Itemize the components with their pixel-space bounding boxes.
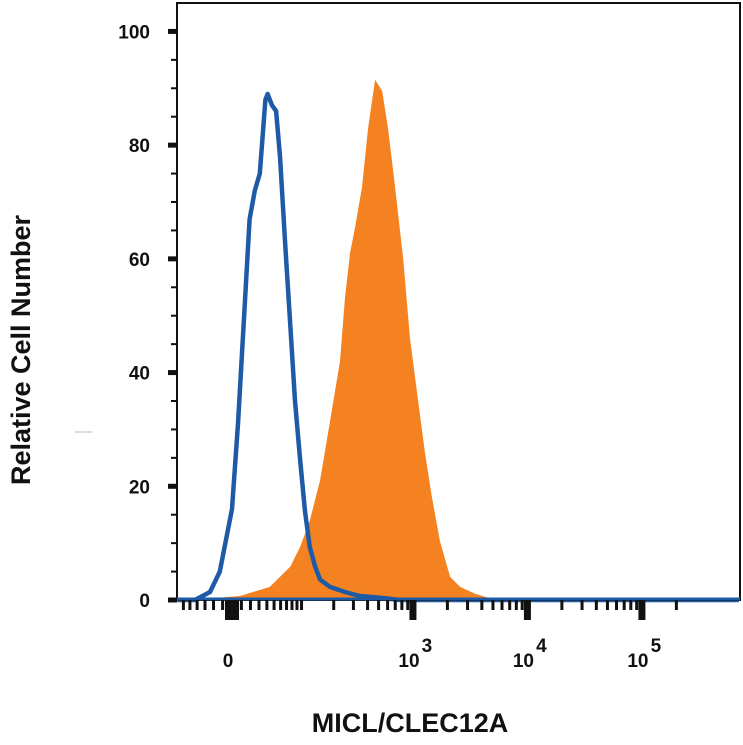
x-tick-label: 10 bbox=[627, 651, 648, 672]
x-tick-exponent: 5 bbox=[651, 636, 662, 657]
y-tick-label: 0 bbox=[139, 591, 150, 612]
y-tick-label: 80 bbox=[129, 136, 150, 157]
x-tick-label: 10 bbox=[513, 651, 534, 672]
x-tick-exponent: 3 bbox=[422, 636, 433, 657]
x-tick-label: 10 bbox=[398, 651, 419, 672]
series-filled-histogram bbox=[189, 79, 739, 601]
x-tick-label: 0 bbox=[223, 651, 234, 672]
y-tick-label: 20 bbox=[129, 477, 150, 498]
series-line-histogram bbox=[177, 91, 739, 603]
x-tick-exponent: 4 bbox=[536, 636, 547, 657]
y-tick-label: 60 bbox=[129, 250, 150, 271]
y-axis-title: Relative Cell Number bbox=[6, 214, 36, 485]
x-axis-title: MICL/CLEC12A bbox=[312, 708, 509, 738]
y-tick-label: 40 bbox=[129, 364, 150, 385]
plot-area bbox=[177, 79, 739, 603]
y-tick-label: 100 bbox=[118, 22, 150, 43]
plot-frame bbox=[176, 2, 741, 601]
